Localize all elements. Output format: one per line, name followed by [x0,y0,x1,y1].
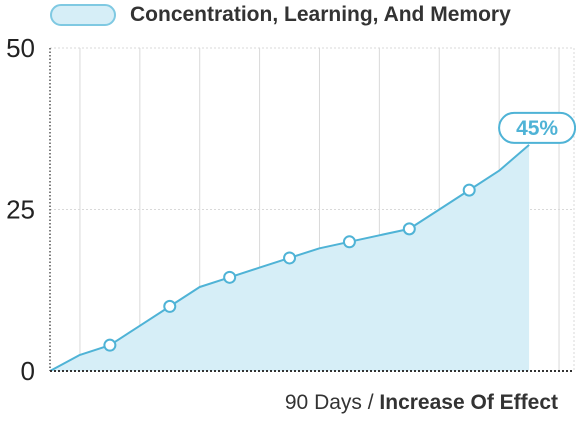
data-point [462,183,476,197]
area-chart: 0 25 50 45% [6,33,576,385]
x-axis-caption: 90 Days / Increase Of Effect [285,391,558,415]
data-point [103,338,117,352]
axes [49,48,574,372]
legend-label: Concentration, Learning, And Memory [130,3,511,26]
caption-days: 90 Days / [284,391,380,414]
data-point [163,299,177,313]
data-point [283,251,297,265]
marker-layer [103,183,476,352]
y-tick-label: 0 [21,356,35,385]
data-point [223,270,237,284]
legend-swatch [50,4,116,26]
legend: Concentration, Learning, And Memory [50,0,511,30]
data-point [342,235,356,249]
label-layer: 0 25 50 45% [6,33,576,385]
caption-effect: Increase Of Effect [379,391,558,414]
end-label-text: 45% [516,117,558,140]
y-tick-label: 25 [6,195,35,225]
data-point [402,222,416,236]
end-label-badge [498,111,576,144]
y-tick-label: 50 [6,33,35,63]
